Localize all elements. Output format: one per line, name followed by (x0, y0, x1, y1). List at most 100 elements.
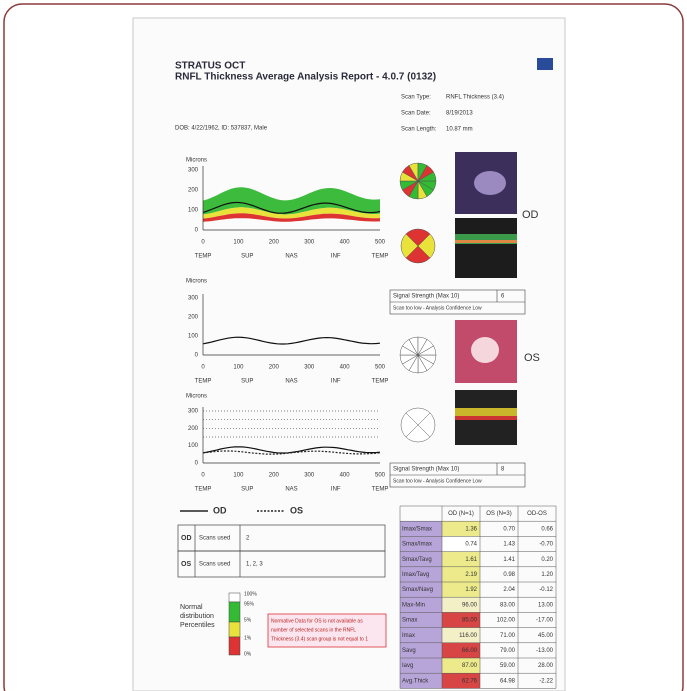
percentile-bar (229, 602, 240, 622)
region-label: SUP (241, 254, 253, 260)
y-label: Microns (186, 394, 207, 400)
table-cell: 28.00 (538, 663, 554, 669)
x-tick-label: 400 (340, 240, 351, 246)
table-cell: Smax/Imax (402, 542, 432, 548)
y-label: Microns (186, 279, 207, 285)
eye-label: OD (522, 209, 539, 221)
table-cell: 71.00 (500, 633, 516, 639)
region-label: TEMP (195, 487, 212, 493)
percentile-tick: 5% (244, 617, 252, 623)
page: STRATUS OCT RNFL Thickness Average Analy… (0, 0, 687, 691)
table-cell: 1.43 (503, 542, 515, 548)
table-cell: 1.61 (465, 557, 477, 563)
region-label: TEMP (195, 379, 212, 385)
region-label: NAS (285, 379, 297, 385)
region-label: SUP (241, 487, 253, 493)
percentile-title: distribution (180, 613, 214, 620)
table-cell: 64.98 (500, 678, 516, 684)
table-cell: 83.00 (500, 602, 516, 608)
table-cell: Smax/Navg (402, 587, 433, 593)
legend-od: OD (213, 505, 227, 515)
table-cell: 87.00 (462, 663, 478, 669)
table-cell: 0.98 (503, 572, 515, 578)
table-header: OD-OS (527, 511, 547, 517)
fundus-disc (471, 337, 499, 363)
percentile-bar (229, 622, 240, 637)
x-tick-label: 400 (340, 365, 351, 371)
percentile-tick: 0% (244, 651, 252, 657)
x-tick-label: 300 (304, 240, 315, 246)
y-label: Microns (186, 158, 207, 164)
scan-label: Scan Type: (401, 95, 431, 101)
scans-cell: Scans used (199, 536, 230, 542)
y-tick-label: 100 (188, 334, 199, 340)
region-label: NAS (285, 254, 297, 260)
y-tick-label: 200 (188, 188, 199, 194)
x-tick-label: 200 (269, 240, 280, 246)
region-label: TEMP (372, 254, 389, 260)
y-tick-label: 200 (188, 315, 199, 321)
region-label: NAS (285, 487, 297, 493)
table-cell: 2.19 (465, 572, 477, 578)
signal-label: Signal Strength (Max 10) (393, 294, 459, 300)
percentile-bar (229, 637, 240, 655)
table-cell: 96.00 (462, 602, 478, 608)
region-label: SUP (241, 379, 253, 385)
table-cell: 0.20 (541, 557, 553, 563)
table-cell: -13.00 (536, 648, 554, 654)
table-cell: 0.66 (541, 526, 553, 532)
table-cell: 85.00 (462, 618, 478, 624)
x-tick-label: 500 (375, 240, 386, 246)
x-tick-label: 300 (304, 365, 315, 371)
x-tick-label: 500 (375, 365, 386, 371)
percentile-bar (229, 593, 240, 602)
note-line: number of selected scans in the RNFL (271, 627, 356, 633)
x-tick-label: 100 (233, 473, 244, 479)
table-cell: -17.00 (536, 618, 554, 624)
table-cell: Avg.Thick (402, 678, 429, 684)
scans-cell: Scans used (199, 562, 230, 568)
scan-label: Scan Length: (401, 127, 437, 133)
x-tick-label: 200 (269, 365, 280, 371)
table-cell: 59.00 (500, 663, 516, 669)
y-tick-label: 200 (188, 426, 199, 432)
table-cell: 1.36 (465, 526, 477, 532)
region-label: TEMP (195, 254, 212, 260)
table-cell: 102.00 (497, 618, 516, 624)
table-cell: -2.22 (539, 678, 553, 684)
table-cell: Imax/Smax (402, 526, 432, 532)
subtitle: RNFL Thickness Average Analysis Report -… (175, 72, 436, 83)
logo (537, 58, 553, 70)
table-cell: -0.12 (539, 587, 553, 593)
scan-value: RNFL Thickness (3.4) (446, 95, 504, 101)
percentile-tick: 100% (244, 591, 257, 597)
table-cell: 0.74 (465, 542, 477, 548)
oct-image (455, 218, 517, 278)
y-tick-label: 100 (188, 208, 199, 214)
scans-cell: OS (181, 561, 191, 568)
table-cell: 13.00 (538, 602, 554, 608)
eye-label: OS (524, 352, 540, 364)
x-tick-label: 100 (233, 365, 244, 371)
percentile-tick: 1% (244, 635, 252, 641)
x-tick-label: 100 (233, 240, 244, 246)
y-tick-label: 100 (188, 443, 199, 449)
table-header: OS (N=3) (486, 511, 512, 517)
table-cell: 1.92 (465, 587, 477, 593)
table-cell: Imax/Tavg (402, 572, 429, 578)
note-line: Normative Data for OS is not available a… (271, 618, 363, 624)
title: STRATUS OCT (175, 61, 245, 72)
region-label: INF (331, 379, 341, 385)
scan-value: 8/19/2013 (446, 111, 473, 117)
y-tick-label: 300 (188, 168, 199, 174)
table-cell: -0.70 (539, 542, 553, 548)
scan-label: Scan Date: (401, 111, 431, 117)
table-cell: Smax (402, 618, 417, 624)
y-tick-label: 300 (188, 409, 199, 415)
signal-confidence: Scan too low - Analysis Confidence Low (393, 305, 482, 311)
scans-cell: 1, 2, 3 (246, 562, 263, 568)
table-cell: 62.76 (462, 678, 478, 684)
table-cell: Savg (402, 648, 416, 654)
table-cell: 79.00 (500, 648, 516, 654)
region-label: TEMP (372, 379, 389, 385)
